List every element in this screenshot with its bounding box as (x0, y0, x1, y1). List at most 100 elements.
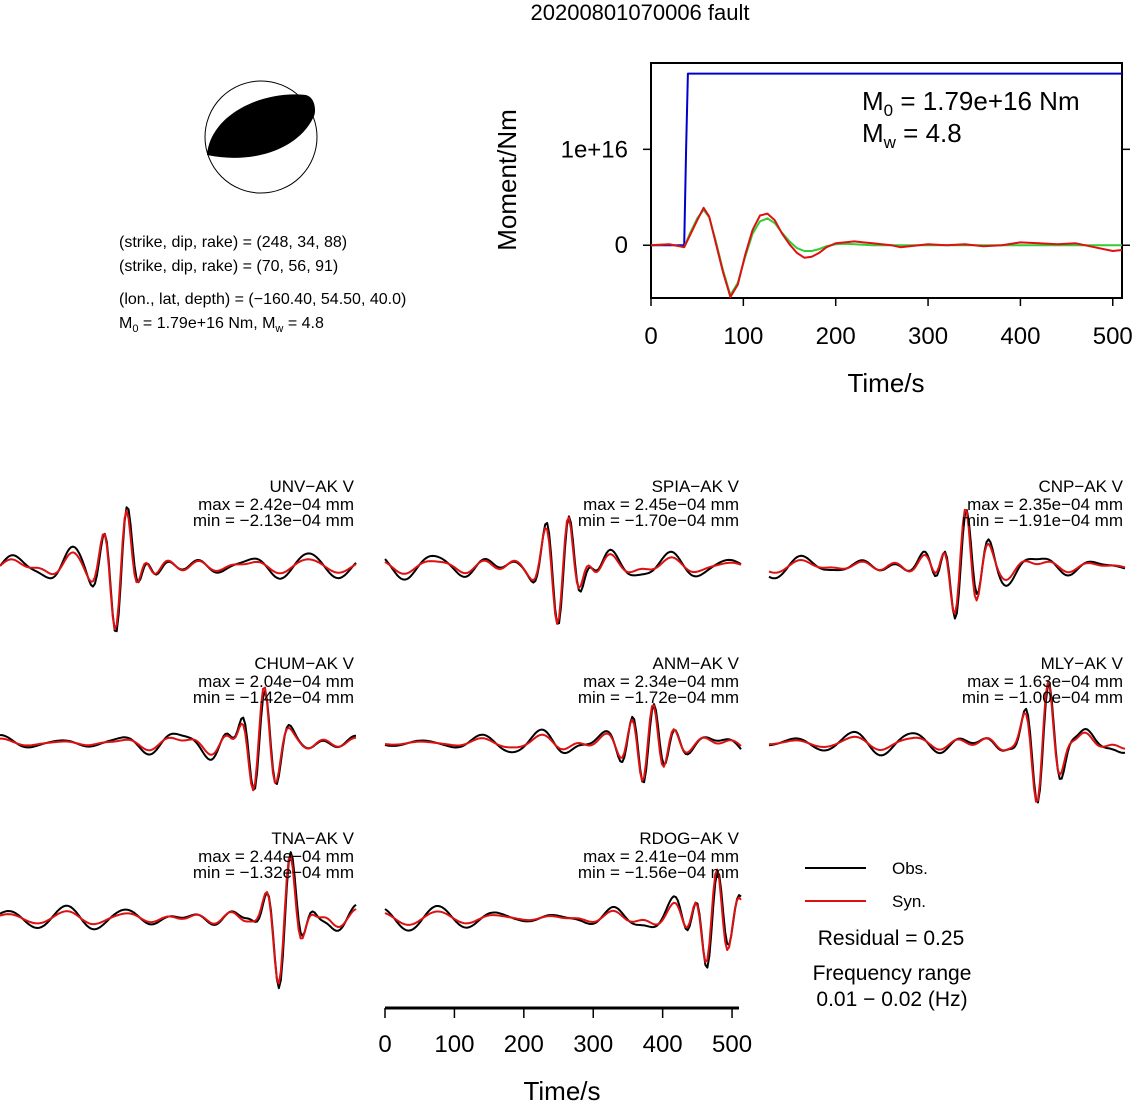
moment-m0-annotation: M0 = 1.79e+16 Nm (862, 86, 1080, 120)
moment-rate-red-line (650, 206, 1123, 298)
ann-m0-sub: 0 (884, 101, 893, 120)
waveform-time-axis: 0 100 200 300 400 500 Time/s (378, 1006, 752, 1104)
station-min: min = −1.00e−04 mm (962, 688, 1123, 707)
station-max: max = 2.42e−04 mm (198, 495, 354, 514)
moment-x-tick-label: 400 (1000, 323, 1040, 350)
synthetic-trace (384, 704, 742, 782)
synthetic-trace (768, 508, 1126, 615)
synthetic-trace (0, 509, 357, 630)
nodal-plane-1: (strike, dip, rake) = (248, 34, 88) (119, 234, 347, 251)
station-traces (768, 508, 1126, 620)
event-location: (lon., lat, depth) = (−160.40, 54.50, 40… (119, 291, 406, 308)
frequency-value: 0.01 − 0.02 (Hz) (816, 988, 967, 1011)
station-min: min = −1.91e−04 mm (962, 511, 1123, 530)
waveform-x-tick-label: 400 (643, 1031, 683, 1058)
synthetic-trace (0, 686, 357, 792)
nodal-plane-2: (strike, dip, rake) = (70, 56, 91) (119, 258, 338, 275)
station-name: MLY−AK V (1041, 654, 1124, 673)
station-min: min = −1.56e−04 mm (578, 863, 739, 882)
station-min: min = −2.13e−04 mm (193, 511, 354, 530)
legend-obs-label: Obs. (892, 859, 928, 878)
m0-prefix: M (119, 315, 132, 332)
waveform-x-tick-label: 200 (504, 1031, 544, 1058)
observed-trace (768, 684, 1126, 804)
moment-y-label: Moment/Nm (492, 109, 522, 251)
frequency-title: Frequency range (813, 962, 972, 985)
station-max: max = 2.04e−04 mm (198, 672, 354, 691)
moment-y-tick-label: 1e+16 (561, 136, 628, 163)
ann-m0-prefix: M (862, 86, 884, 116)
station-name: TNA−AK V (271, 829, 354, 848)
observed-trace (384, 870, 742, 969)
synthetic-trace (0, 854, 357, 985)
waveform-x-label: Time/s (523, 1076, 600, 1104)
station-name: SPIA−AK V (652, 477, 740, 496)
moment-x-tick-label: 0 (644, 323, 657, 350)
station-max: max = 2.45e−04 mm (583, 495, 739, 514)
moment-x-label: Time/s (847, 368, 924, 398)
waveform-x-tick-label: 300 (573, 1031, 613, 1058)
moment-series-group (650, 72, 1123, 298)
moment-plot: 0 100 200 300 400 500 0 1e+16 Moment/Nm Time/s… (492, 62, 1133, 398)
station-min: min = −1.32e−04 mm (193, 863, 354, 882)
station-min: min = −1.72e−04 mm (578, 688, 739, 707)
moment-y-ticks: 0 1e+16 (561, 136, 1130, 259)
moment-y-tick-label: 0 (615, 232, 628, 259)
legend: Obs. Syn. Residual = 0.25 Frequency rang… (805, 859, 971, 1011)
mw-suffix: = 4.8 (283, 315, 324, 332)
station-name: CNP−AK V (1038, 477, 1123, 496)
station-name: CHUM−AK V (254, 654, 354, 673)
station-traces (384, 703, 742, 784)
observed-trace (0, 851, 357, 990)
moment-x-tick-label: 200 (816, 323, 856, 350)
beachball-info: (strike, dip, rake) = (248, 34, 88) (str… (119, 234, 406, 335)
synthetic-trace (384, 516, 742, 625)
m0-mid: = 1.79e+16 Nm, M (138, 315, 275, 332)
synthetic-trace (768, 681, 1126, 803)
moment-x-ticks: 0 100 200 300 400 500 (644, 298, 1133, 350)
station-traces (384, 868, 742, 969)
figure-title: 20200801070006 fault (531, 0, 750, 25)
waveform-x-tick-label: 500 (712, 1031, 752, 1058)
legend-syn-label: Syn. (892, 892, 926, 911)
station-max: max = 2.44e−04 mm (198, 847, 354, 866)
station-min: min = −1.70e−04 mm (578, 511, 739, 530)
waveform-x-ticks: 0 100 200 300 400 500 (378, 1008, 752, 1058)
residual-text: Residual = 0.25 (818, 927, 965, 950)
beachball (204, 80, 318, 194)
moment-line: M0 = 1.79e+16 Nm, Mw = 4.8 (119, 315, 324, 335)
ann-m0-value: = 1.79e+16 Nm (893, 86, 1079, 116)
ann-mw-sub: w (883, 133, 897, 152)
station-name: RDOG−AK V (639, 829, 739, 848)
station-max: max = 2.35e−04 mm (967, 495, 1123, 514)
moment-x-tick-label: 300 (908, 323, 948, 350)
station-traces (0, 506, 357, 633)
moment-mw-annotation: Mw = 4.8 (862, 118, 962, 152)
station-max: max = 1.63e−04 mm (967, 672, 1123, 691)
moment-plot-frame (650, 62, 1123, 299)
ann-mw-prefix: M (862, 118, 884, 148)
station-max: max = 2.41e−04 mm (583, 847, 739, 866)
moment-x-tick-label: 500 (1093, 323, 1133, 350)
m0-sub: 0 (132, 323, 138, 335)
station-traces (0, 686, 357, 792)
beachball-compressional-quadrant (207, 94, 316, 158)
station-traces (384, 515, 742, 625)
station-min: min = −1.42e−04 mm (193, 688, 354, 707)
waveform-x-tick-label: 0 (378, 1031, 391, 1058)
moment-rate-green-line (650, 208, 1122, 297)
station-name: UNV−AK V (269, 477, 354, 496)
waveform-x-tick-label: 100 (434, 1031, 474, 1058)
synthetic-trace (384, 868, 742, 963)
station-name: ANM−AK V (653, 654, 740, 673)
